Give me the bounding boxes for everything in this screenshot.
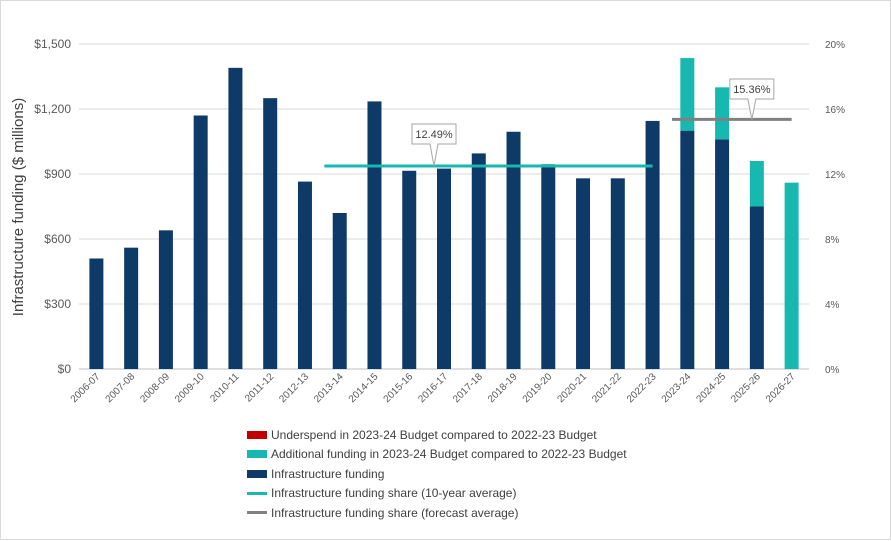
x-tick-label: 2015-16	[382, 371, 416, 405]
bar-infrastructure-funding	[193, 115, 208, 369]
legend-swatch-10yr-average	[247, 491, 267, 495]
bar-infrastructure-funding	[645, 120, 660, 370]
legend-swatch-infrastructure-funding	[247, 469, 267, 478]
x-tick-label: 2023-24	[660, 371, 694, 405]
bar-additional-funding	[715, 87, 730, 140]
bar-infrastructure-funding	[471, 153, 486, 369]
bar-infrastructure-funding	[158, 230, 173, 369]
bar-infrastructure-funding	[367, 101, 382, 370]
x-tick-label: 2010-11	[208, 371, 242, 405]
bar-infrastructure-funding	[228, 67, 243, 369]
bar-infrastructure-funding	[402, 170, 417, 369]
x-tick-label: 2017-18	[451, 371, 485, 405]
bar-infrastructure-funding	[749, 206, 764, 369]
callout-10yr-average-box	[411, 123, 457, 167]
bar-infrastructure-funding	[506, 131, 521, 369]
x-tick-label: 2024-25	[694, 371, 728, 405]
bar-infrastructure-funding	[610, 178, 625, 369]
bar-additional-funding	[784, 182, 799, 369]
x-tick-label: 2013-14	[312, 371, 346, 405]
y-tick-label: $1,200	[34, 102, 71, 116]
bar-infrastructure-funding	[332, 213, 347, 369]
bar-infrastructure-funding	[89, 258, 104, 369]
x-tick-label: 2026-27	[764, 371, 798, 405]
legend-item-forecast-average: Infrastructure funding share (forecast a…	[247, 503, 627, 523]
legend-label-additional-funding: Additional funding in 2023-24 Budget com…	[271, 447, 627, 462]
bar-infrastructure-funding	[541, 164, 556, 369]
y-tick-label: $0	[58, 362, 72, 376]
y2-tick-label: 12%	[825, 170, 845, 181]
x-tick-label: 2012-13	[277, 371, 311, 405]
x-tick-label: 2007-08	[104, 371, 138, 405]
bars	[89, 58, 799, 370]
x-tick-label: 2011-12	[243, 371, 277, 405]
y2-tick-label: 0%	[825, 365, 840, 376]
legend-label-10yr-average: Infrastructure funding share (10-year av…	[271, 486, 517, 501]
bar-infrastructure-funding	[680, 130, 695, 369]
y-tick-label: $900	[44, 167, 71, 181]
x-tick-label: 2021-22	[590, 371, 624, 405]
bar-infrastructure-funding	[263, 98, 278, 370]
legend-item-underspend: Underspend in 2023-24 Budget compared to…	[247, 425, 627, 445]
x-tick-label: 2022-23	[625, 371, 659, 405]
callout-10yr-average-label: 12.49%	[415, 129, 453, 141]
y2-tick-label: 20%	[825, 40, 845, 51]
legend-item-additional-funding: Additional funding in 2023-24 Budget com…	[247, 445, 627, 465]
y-tick-label: $600	[44, 232, 71, 246]
y2-tick-label: 8%	[825, 235, 840, 246]
x-tick-label: 2016-17	[416, 371, 450, 405]
x-tick-label: 2014-15	[347, 371, 381, 405]
legend-label-underspend: Underspend in 2023-24 Budget compared to…	[271, 427, 597, 442]
legend-item-infrastructure-funding: Infrastructure funding	[247, 464, 627, 484]
x-tick-label: 2025-26	[729, 371, 763, 405]
average-lines	[324, 117, 792, 168]
x-tick-label: 2009-10	[173, 371, 207, 405]
y-tick-label: $1,500	[34, 37, 71, 51]
bar-infrastructure-funding	[297, 181, 312, 369]
x-tick-label: 2018-19	[486, 371, 520, 405]
legend-item-10yr-average: Infrastructure funding share (10-year av…	[247, 484, 627, 504]
callout-forecast-average-box	[729, 78, 775, 120]
legend-swatch-additional-funding	[247, 450, 267, 459]
x-axis-ticks: 2006-07 2007-08 2008-09 2009-10 2010-11 2011-…	[69, 371, 798, 405]
x-tick-label: 2019-20	[521, 371, 555, 405]
legend-label-infrastructure-funding: Infrastructure funding	[271, 466, 385, 481]
legend: Underspend in 2023-24 Budget compared to…	[247, 425, 627, 523]
legend-swatch-underspend	[247, 430, 267, 439]
callouts: 12.49% 15.36%	[411, 78, 775, 167]
callout-forecast-average-label: 15.36%	[733, 84, 771, 96]
y-axis-right-ticks: 0% 4% 8% 12% 16% 20%	[825, 40, 845, 376]
y2-tick-label: 4%	[825, 300, 840, 311]
y-axis-left-ticks: $0 $300 $600 $900 $1,200 $1,500	[34, 37, 71, 376]
bar-infrastructure-funding	[576, 178, 591, 369]
bar-infrastructure-funding	[715, 139, 730, 369]
y-axis-title: Infrastructure funding ($ millions)	[10, 98, 27, 316]
bar-additional-funding	[749, 161, 764, 207]
bar-infrastructure-funding	[124, 247, 139, 369]
bar-infrastructure-funding	[437, 168, 451, 369]
x-tick-label: 2006-07	[69, 371, 103, 405]
y2-tick-label: 16%	[825, 105, 845, 116]
y-tick-label: $300	[44, 297, 71, 311]
x-tick-label: 2020-21	[555, 371, 589, 405]
legend-swatch-forecast-average	[247, 511, 267, 515]
x-tick-label: 2008-09	[138, 371, 172, 405]
bar-additional-funding	[680, 58, 695, 131]
legend-label-forecast-average: Infrastructure funding share (forecast a…	[271, 505, 519, 520]
